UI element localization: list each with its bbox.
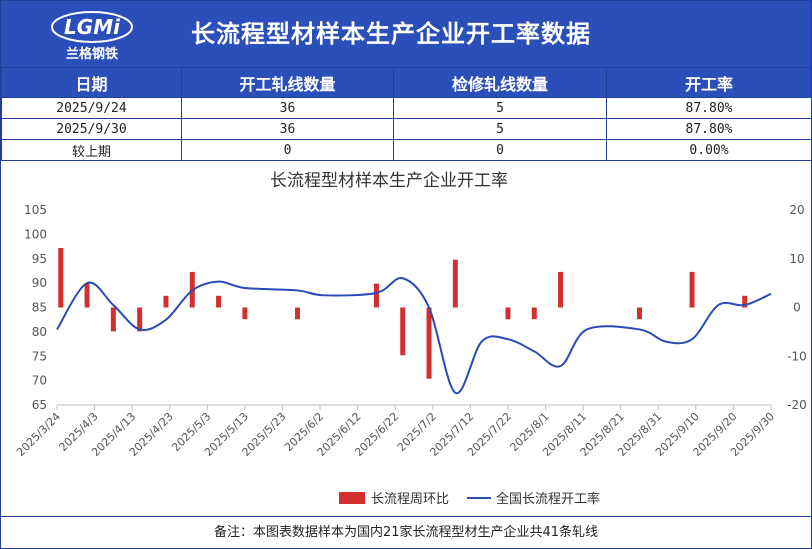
chart-area: 长流程型材样本生产企业开工率 65 70 75 80 85 90 95 100 105 -20 -1… [1, 160, 811, 516]
y-left-tick-label: 65 [32, 398, 47, 412]
bar-weekly-change [400, 307, 406, 356]
column-header-operating-rate: 开工率 [606, 67, 812, 98]
bar-weekly-change [689, 271, 695, 308]
line-national-operating-rate [56, 277, 772, 394]
table-cell: 5 [393, 97, 607, 119]
table-cell: 36 [181, 97, 394, 119]
y-left-tick-label: 85 [32, 301, 47, 315]
y-right-tick-label: 0 [793, 301, 801, 315]
y-left-tick-label: 75 [32, 349, 47, 363]
table-cell: 5 [393, 118, 607, 140]
x-tick-label: 2025/3/24 [14, 410, 63, 459]
table-cell: 2025/9/30 [1, 118, 182, 140]
bar-weekly-change [742, 295, 748, 308]
page-title: 长流程型材样本生产企业开工率数据 [191, 20, 591, 48]
table-row: 2025/9/30 36 5 87.80% [1, 118, 812, 140]
column-header-maintenance-lines: 检修轧线数量 [393, 67, 607, 98]
y-right-tick-label: 20 [789, 203, 804, 217]
bar-weekly-change [242, 307, 248, 320]
table-header-row: 日期 开工轧线数量 检修轧线数量 开工率 [1, 67, 812, 98]
bar-weekly-change [636, 307, 642, 320]
logo-subtext: 兰格钢铁 [66, 46, 118, 62]
bar-weekly-change [452, 259, 458, 308]
table-cell: 较上期 [1, 139, 182, 161]
y-left-tick-label: 70 [32, 374, 47, 388]
table-cell: 87.80% [606, 97, 812, 119]
column-header-date: 日期 [1, 67, 182, 98]
bar-weekly-change [373, 283, 379, 308]
y-left-tick-label: 95 [32, 252, 47, 266]
table-cell: 2025/9/24 [1, 97, 182, 119]
lgmi-logo: LGMi 兰格钢铁 [51, 11, 133, 62]
footer-note: 备注：本图表数据样本为国内21家长流程型材生产企业共41条轧线 [1, 516, 811, 548]
table-cell: 0.00% [606, 139, 812, 161]
legend-bar-swatch [339, 492, 365, 504]
table-row: 2025/9/24 36 5 87.80% [1, 97, 812, 119]
table-row: 较上期 0 0 0.00% [1, 139, 812, 161]
y-right-tick-label: -10 [787, 349, 807, 363]
bar-weekly-change [531, 307, 537, 320]
bar-weekly-change [216, 295, 222, 308]
bar-weekly-change [58, 248, 64, 308]
legend-bar-label: 长流程周环比 [371, 492, 449, 507]
summary-table: 日期 开工轧线数量 检修轧线数量 开工率 2025/9/24 36 5 87.8… [1, 67, 812, 161]
y-right-tick-label: -20 [787, 398, 807, 412]
operating-rate-chart: 长流程型材样本生产企业开工率 65707580859095100105-20-1… [14, 171, 807, 507]
bar-weekly-change [110, 307, 116, 332]
header-banner: LGMi 兰格钢铁 长流程型材样本生产企业开工率数据 [1, 1, 811, 67]
y-left-tick-label: 80 [32, 325, 47, 339]
bar-weekly-change [295, 307, 301, 320]
bar-weekly-change [163, 295, 169, 308]
legend-line-label: 全国长流程开工率 [496, 491, 600, 507]
table-cell: 36 [181, 118, 394, 140]
bar-weekly-change [426, 307, 432, 379]
y-left-tick-label: 105 [24, 203, 47, 217]
column-header-running-lines: 开工轧线数量 [181, 67, 394, 98]
table-cell: 87.80% [606, 118, 812, 140]
y-left-tick-label: 100 [24, 227, 47, 241]
table-cell: 0 [181, 139, 394, 161]
y-left-tick-label: 90 [32, 276, 47, 290]
bar-weekly-change [505, 307, 511, 320]
bar-weekly-change [137, 307, 143, 332]
logo-text: LGMi [64, 15, 121, 39]
bar-weekly-change [84, 283, 90, 308]
y-right-tick-label: 10 [789, 252, 804, 266]
chart-title: 长流程型材样本生产企业开工率 [270, 171, 508, 191]
bar-weekly-change [558, 271, 564, 308]
table-cell: 0 [393, 139, 607, 161]
